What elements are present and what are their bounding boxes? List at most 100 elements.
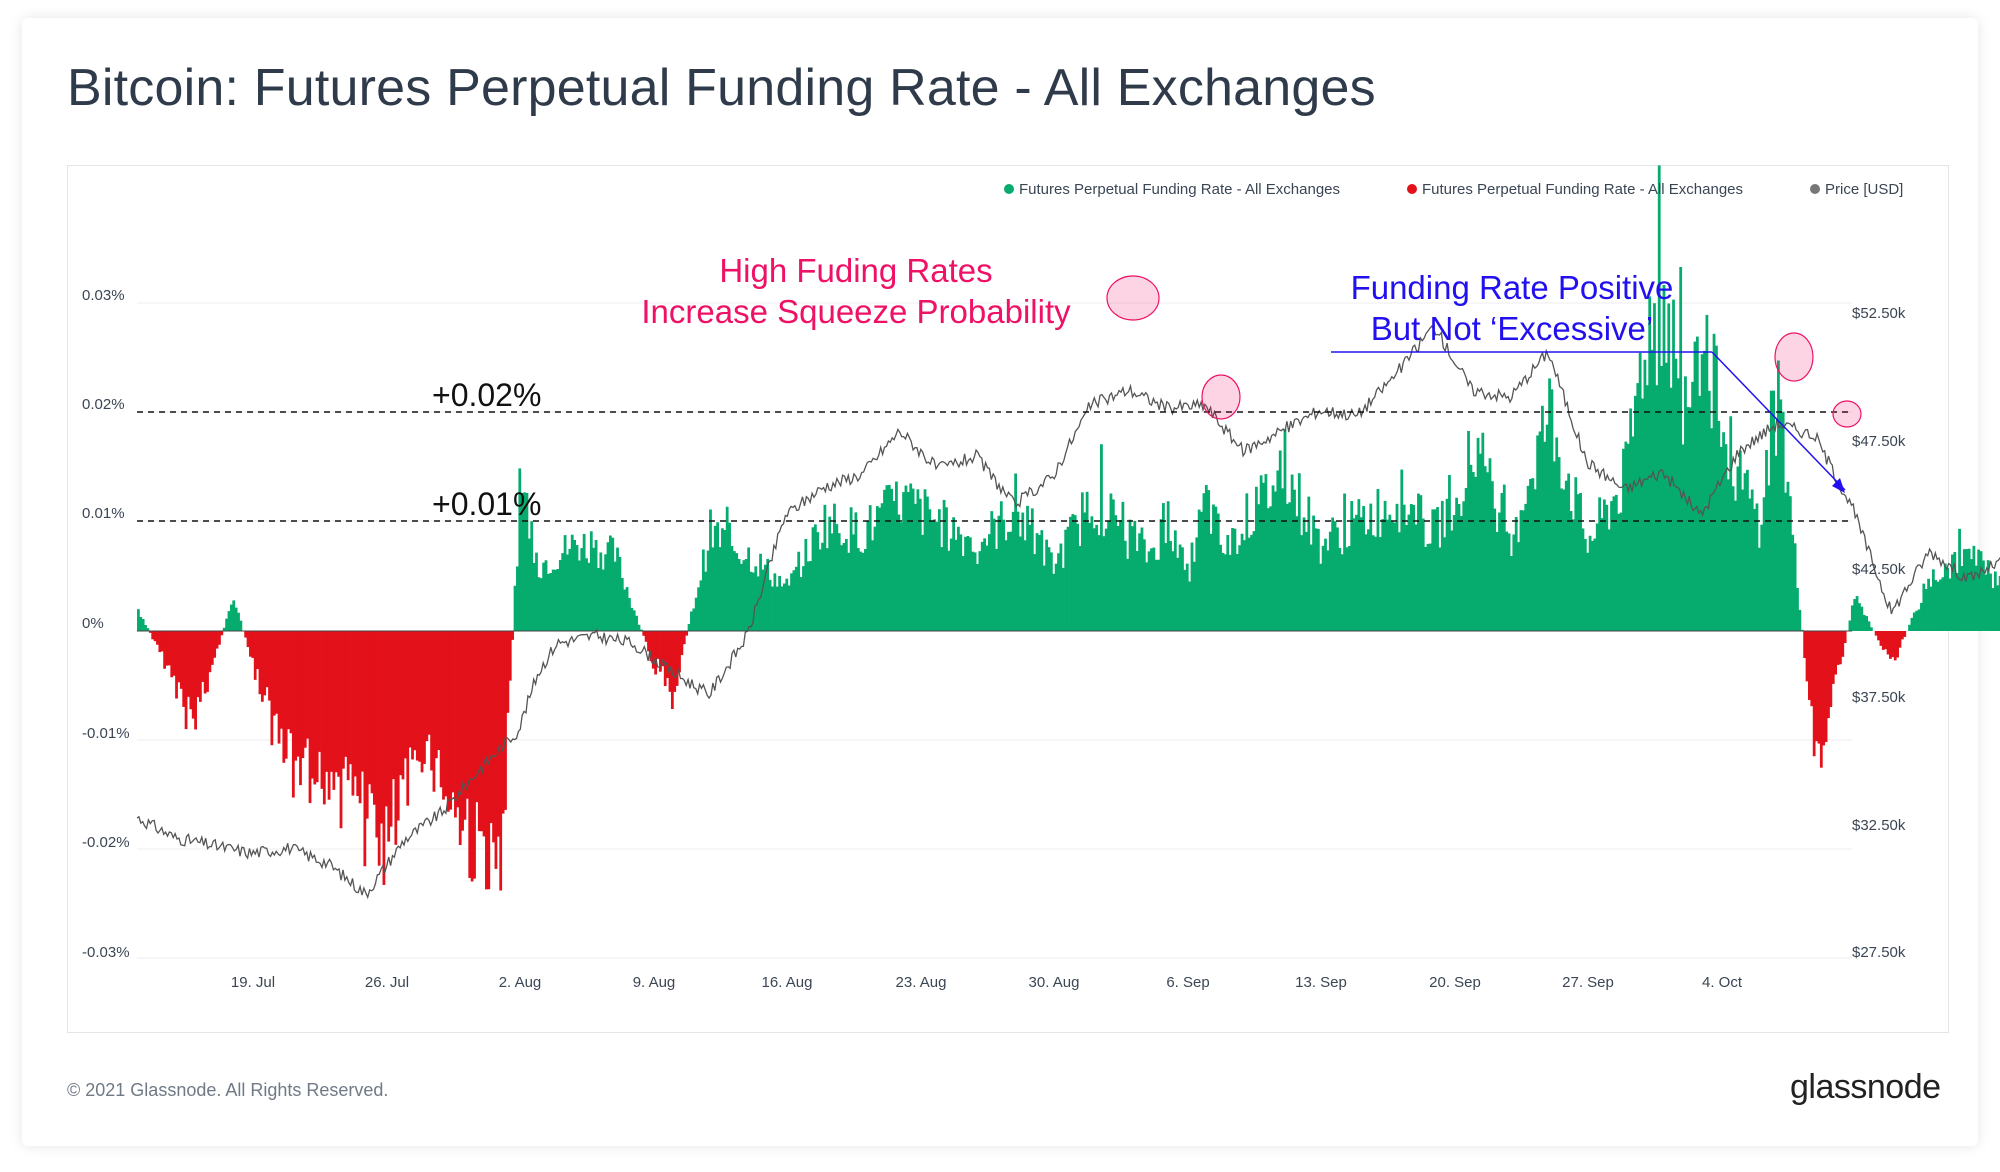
funding-bar-positive bbox=[1660, 366, 1663, 631]
funding-bar-positive bbox=[690, 611, 693, 631]
funding-bar-negative bbox=[272, 631, 276, 716]
funding-bar-positive bbox=[516, 566, 519, 631]
left-tick: 0.02% bbox=[82, 396, 125, 413]
funding-bar-positive bbox=[837, 533, 841, 631]
funding-bar-positive bbox=[1920, 602, 1923, 631]
funding-bar-positive bbox=[1386, 519, 1389, 631]
funding-bar-positive bbox=[1955, 573, 1959, 631]
funding-bar-positive bbox=[902, 492, 905, 631]
funding-bar-positive bbox=[1398, 532, 1401, 631]
funding-bar-negative bbox=[675, 631, 679, 686]
funding-bar-positive bbox=[632, 610, 636, 631]
funding-bar-negative bbox=[380, 631, 383, 824]
funding-bar-positive bbox=[1376, 489, 1380, 631]
funding-bar-positive bbox=[1402, 504, 1406, 631]
funding-bar-positive bbox=[1533, 489, 1537, 631]
funding-bar-positive bbox=[637, 624, 641, 631]
funding-bar-positive bbox=[1524, 503, 1528, 631]
funding-bar-positive bbox=[1026, 505, 1029, 631]
funding-bar-positive bbox=[1634, 395, 1637, 631]
funding-bar-positive bbox=[909, 483, 913, 631]
funding-bar-positive bbox=[1588, 535, 1592, 631]
funding-bar-negative bbox=[356, 631, 360, 796]
funding-bar-negative bbox=[1879, 631, 1883, 646]
funding-bar-negative bbox=[499, 631, 503, 891]
funding-bar-negative bbox=[446, 631, 450, 812]
funding-bar-positive bbox=[1583, 538, 1587, 631]
funding-bar-negative bbox=[1836, 631, 1840, 665]
funding-bar-positive bbox=[1765, 449, 1768, 631]
funding-bar-positive bbox=[1388, 514, 1392, 631]
funding-bar-positive bbox=[1278, 450, 1282, 631]
funding-bar-positive bbox=[1455, 497, 1458, 631]
annotation-high-funding-1: High Fuding Rates bbox=[719, 252, 992, 289]
funding-bar-positive bbox=[1169, 540, 1172, 631]
funding-bar-positive bbox=[1047, 547, 1051, 631]
funding-bar-positive bbox=[1488, 458, 1492, 631]
funding-bar-negative bbox=[318, 631, 321, 752]
funding-bar-positive bbox=[1164, 543, 1168, 631]
funding-bar-positive bbox=[1784, 492, 1787, 631]
funding-bar-negative bbox=[1810, 631, 1814, 707]
funding-bar-positive bbox=[890, 488, 894, 631]
funding-bar-positive bbox=[1395, 503, 1399, 631]
funding-bar-positive bbox=[1798, 609, 1802, 631]
funding-bar-positive bbox=[1009, 531, 1013, 631]
funding-bar-positive bbox=[601, 569, 605, 631]
funding-bar-positive bbox=[949, 538, 953, 631]
funding-bar-negative bbox=[656, 631, 660, 659]
funding-bar-positive bbox=[1684, 376, 1687, 631]
funding-bar-positive bbox=[880, 503, 884, 631]
funding-bar-negative bbox=[1881, 631, 1885, 650]
funding-bar-positive bbox=[1080, 492, 1084, 631]
funding-bar-negative bbox=[425, 631, 429, 742]
funding-bar-positive bbox=[554, 569, 557, 631]
funding-bar-positive bbox=[1526, 485, 1530, 631]
funding-bar-positive bbox=[1445, 498, 1449, 631]
funding-bar-positive bbox=[1736, 466, 1740, 631]
funding-bar-negative bbox=[394, 631, 398, 845]
funding-bar-positive bbox=[1409, 504, 1413, 631]
funding-bar-negative bbox=[403, 631, 407, 759]
funding-bar-positive bbox=[790, 573, 793, 631]
funding-bar-positive bbox=[1796, 588, 1799, 631]
funding-bar-negative bbox=[1803, 631, 1807, 659]
funding-bar-negative bbox=[365, 631, 369, 819]
funding-bar-negative bbox=[287, 631, 290, 730]
funding-bar-negative bbox=[351, 631, 355, 796]
funding-bar-positive bbox=[1450, 530, 1454, 631]
funding-bar-positive bbox=[1569, 511, 1573, 631]
annotation-positive-1: Funding Rate Positive bbox=[1351, 269, 1674, 306]
funding-bar-positive bbox=[1350, 501, 1354, 631]
funding-bar-positive bbox=[1066, 526, 1070, 631]
funding-bar-positive bbox=[1324, 538, 1327, 631]
funding-bar-positive bbox=[1252, 531, 1256, 631]
funding-bar-positive bbox=[1231, 528, 1234, 631]
funding-bar-negative bbox=[191, 631, 195, 719]
funding-bar-negative bbox=[442, 631, 445, 800]
funding-bar-negative bbox=[263, 631, 267, 696]
funding-bar-positive bbox=[892, 500, 896, 631]
funding-bar-positive bbox=[1257, 504, 1261, 631]
funding-bar-positive bbox=[868, 505, 872, 631]
funding-bar-positive bbox=[752, 572, 755, 631]
funding-bar-negative bbox=[661, 631, 665, 667]
funding-bar-positive bbox=[1128, 519, 1132, 631]
funding-bar-negative bbox=[473, 631, 476, 879]
funding-bar-positive bbox=[966, 535, 970, 631]
funding-bar-negative bbox=[492, 631, 495, 843]
funding-bar-negative bbox=[489, 631, 493, 824]
funding-bar-positive bbox=[1400, 469, 1404, 631]
funding-bar-positive bbox=[1543, 441, 1547, 631]
funding-bar-positive bbox=[1121, 501, 1125, 631]
funding-bar-positive bbox=[1083, 512, 1087, 631]
funding-bar-positive bbox=[1433, 509, 1437, 631]
price-line bbox=[136, 324, 2000, 900]
funding-bar-positive bbox=[773, 573, 777, 631]
funding-bar-negative bbox=[494, 631, 498, 869]
funding-bar-positive bbox=[1700, 354, 1704, 631]
funding-bar-positive bbox=[549, 573, 553, 631]
funding-bar-positive bbox=[604, 554, 607, 631]
funding-bar-negative bbox=[389, 631, 393, 827]
funding-bar-positive bbox=[1500, 492, 1504, 631]
